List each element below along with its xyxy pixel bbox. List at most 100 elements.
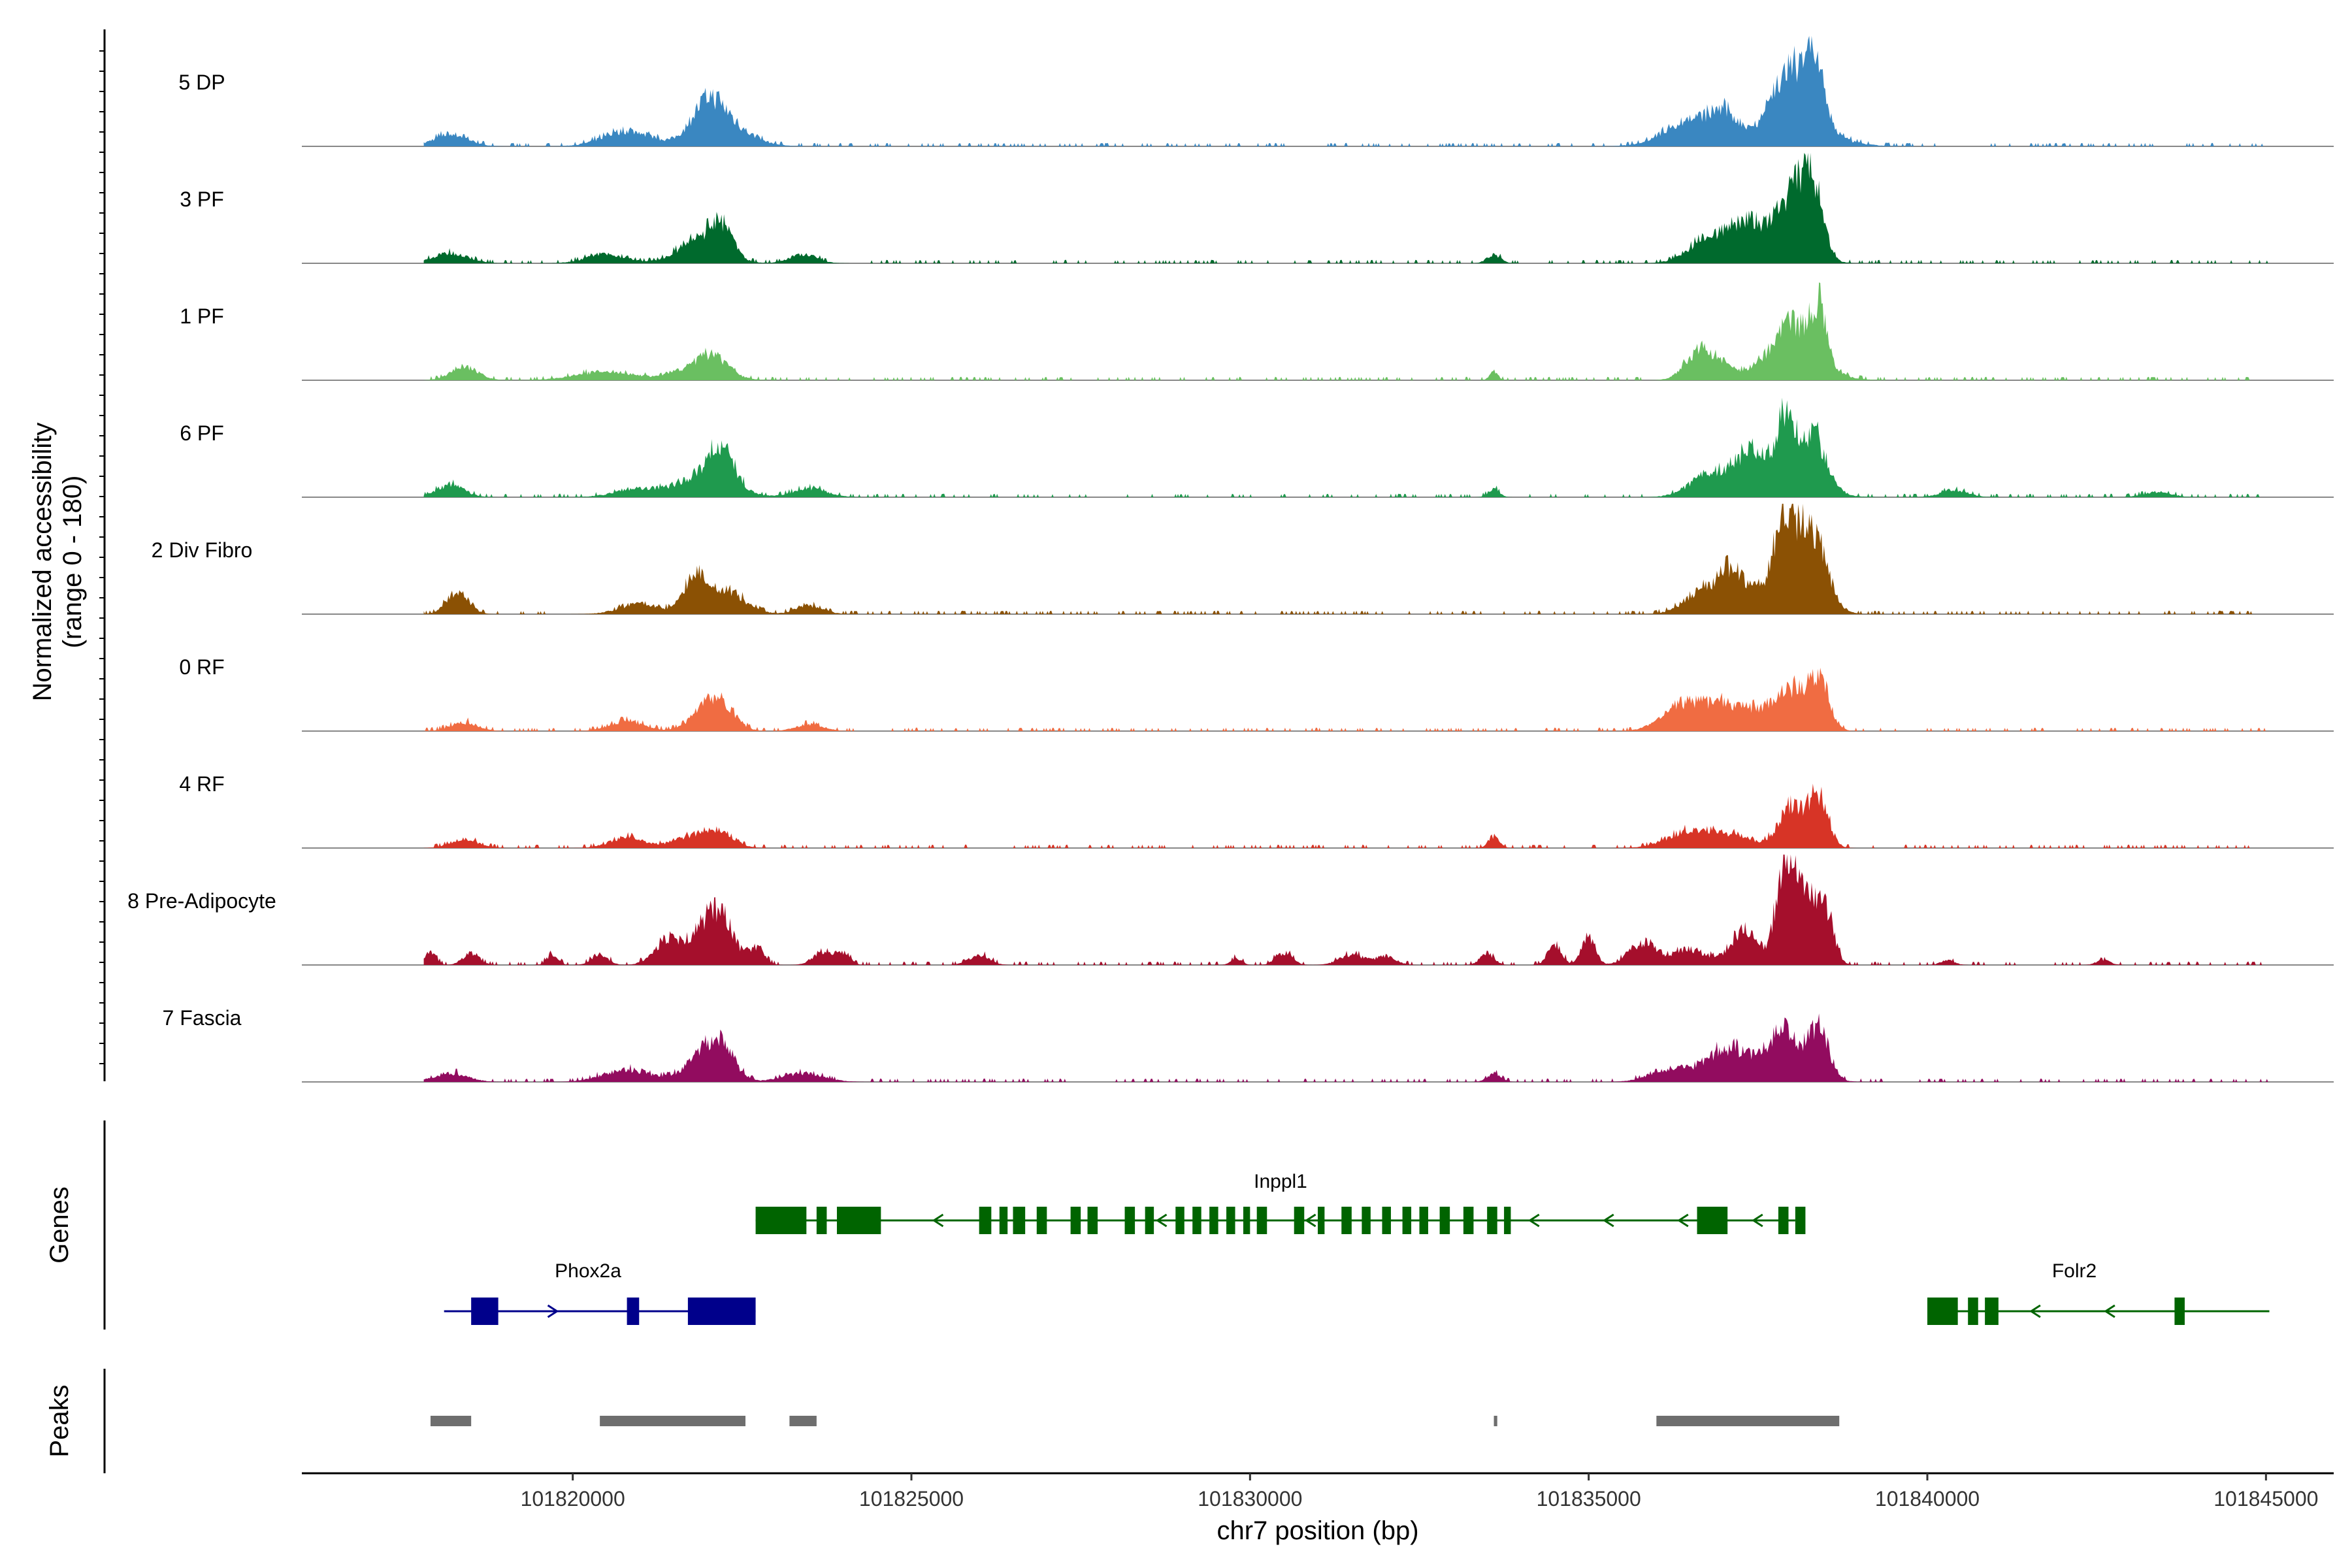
gene-exon [979, 1207, 992, 1234]
gene-exon [1439, 1207, 1450, 1234]
coverage-area-6-pf [423, 397, 2270, 497]
x-tick-label: 101835000 [1537, 1487, 1641, 1511]
coverage-area-5-dp [423, 36, 2270, 146]
x-tick-label: 101820000 [521, 1487, 625, 1511]
gene-strand-arrow [1602, 1213, 1614, 1228]
gene-exon [1256, 1207, 1267, 1234]
x-axis-title: chr7 position (bp) [1217, 1516, 1418, 1545]
y-axis-title-line1: Normalized accessibility [28, 423, 57, 702]
coverage-area-8-pre-adipocyte [423, 855, 2270, 965]
track-3 [302, 397, 2334, 498]
peak-regions [430, 1416, 1840, 1426]
gene-exon [1487, 1207, 1497, 1234]
track-6 [302, 783, 2334, 849]
peak-region [1494, 1416, 1497, 1426]
gene-strand-arrow [1527, 1213, 1540, 1228]
coverage-area-4-rf [423, 783, 2270, 848]
gene-exon [1209, 1207, 1218, 1234]
coverage-tracks [302, 36, 2334, 1083]
gene-strand-arrow [2104, 1304, 2115, 1318]
coverage-area-2-div-fibro [423, 504, 2270, 614]
coverage-area-7-fascia [423, 1013, 2270, 1082]
track-label-4: 2 Div Fibro [152, 538, 253, 562]
gene-folr2: Folr2 [1927, 1260, 2270, 1325]
track-label-6: 4 RF [179, 772, 224, 796]
gene-strand-arrow [1677, 1213, 1689, 1228]
gene-exon [627, 1298, 640, 1325]
gene-label-phox2a: Phox2a [555, 1260, 621, 1282]
gene-strand-arrow [932, 1213, 944, 1228]
gene-exon [1795, 1207, 1806, 1234]
gene-exon [836, 1207, 881, 1234]
gene-exon [1145, 1207, 1154, 1234]
gene-exon [1927, 1298, 1958, 1325]
gene-label-inppl1: Inppl1 [1254, 1171, 1307, 1192]
peak-region [789, 1416, 817, 1426]
gene-strand-arrow [2029, 1304, 2041, 1318]
gene-exon [999, 1207, 1008, 1234]
x-axis-ticks: 101820000 101825000 101830000 101835000 1018… [521, 1473, 2318, 1511]
gene-exon [1192, 1207, 1201, 1234]
track-7 [302, 855, 2334, 966]
gene-exon [1175, 1207, 1184, 1234]
gene-exon [1463, 1207, 1474, 1234]
track-label-8: 7 Fascia [163, 1006, 242, 1030]
track-1 [302, 153, 2334, 264]
track-8 [302, 1013, 2334, 1083]
gene-exon [816, 1207, 827, 1234]
gene-exon [1036, 1207, 1047, 1234]
gene-label-folr2: Folr2 [2052, 1260, 2097, 1282]
gene-exon [1382, 1207, 1391, 1234]
track-label-5: 0 RF [179, 655, 224, 679]
gene-exon [1070, 1207, 1081, 1234]
gene-exon [1087, 1207, 1098, 1234]
track-label-0: 5 DP [178, 71, 225, 94]
gene-exon [687, 1298, 756, 1325]
x-tick-label: 101845000 [2213, 1487, 2318, 1511]
gene-exon [1341, 1207, 1352, 1234]
gene-exon [1362, 1207, 1371, 1234]
track-0 [302, 36, 2334, 147]
gene-exon [1013, 1207, 1026, 1234]
x-tick-label: 101840000 [1875, 1487, 1980, 1511]
peak-region [430, 1416, 472, 1426]
gene-exon [1778, 1207, 1789, 1234]
gene-exon [471, 1298, 498, 1325]
gene-phox2a: Phox2a [444, 1260, 756, 1325]
track-2 [302, 282, 2334, 381]
track-label-3: 6 PF [180, 421, 224, 445]
gene-strand-arrow [1155, 1213, 1168, 1228]
gene-exon [1318, 1207, 1325, 1234]
y-axis-title-line2: (range 0 - 180) [58, 476, 87, 649]
gene-exon [1402, 1207, 1412, 1234]
track-4 [302, 504, 2334, 615]
peaks-panel-title: Peaks [45, 1384, 74, 1457]
gene-exon [1968, 1298, 1978, 1325]
track-labels: 5 DP 3 PF 1 PF 6 PF 2 Div Fibro 0 RF 4 RF 8 Pre… [127, 71, 276, 1030]
genes-panel-title: Genes [45, 1186, 74, 1264]
coverage-area-3-pf [423, 153, 2270, 263]
gene-exon [1419, 1207, 1428, 1234]
gene-exon [2174, 1298, 2185, 1325]
gene-exon [1243, 1207, 1250, 1234]
gene-strand-arrow [547, 1304, 559, 1318]
gene-exon [1697, 1207, 1728, 1234]
track-label-2: 1 PF [180, 304, 224, 328]
coverage-area-1-pf [423, 282, 2270, 380]
track-label-7: 8 Pre-Adipocyte [127, 889, 276, 913]
gene-exon [755, 1207, 807, 1234]
gene-exon [1294, 1207, 1305, 1234]
x-tick-label: 101825000 [859, 1487, 964, 1511]
peak-region [600, 1416, 746, 1426]
gene-exon [1124, 1207, 1135, 1234]
track-5 [302, 668, 2334, 732]
gene-annotations: Inppl1 Phox2a Folr2 [444, 1171, 2270, 1325]
gene-exon [1985, 1298, 1999, 1325]
peak-region [1656, 1416, 1840, 1426]
gene-strand-arrow [1752, 1213, 1763, 1228]
gene-exon [1226, 1207, 1235, 1234]
gene-strand-arrow [1304, 1213, 1316, 1228]
track-label-1: 3 PF [180, 188, 224, 211]
x-tick-label: 101830000 [1198, 1487, 1302, 1511]
